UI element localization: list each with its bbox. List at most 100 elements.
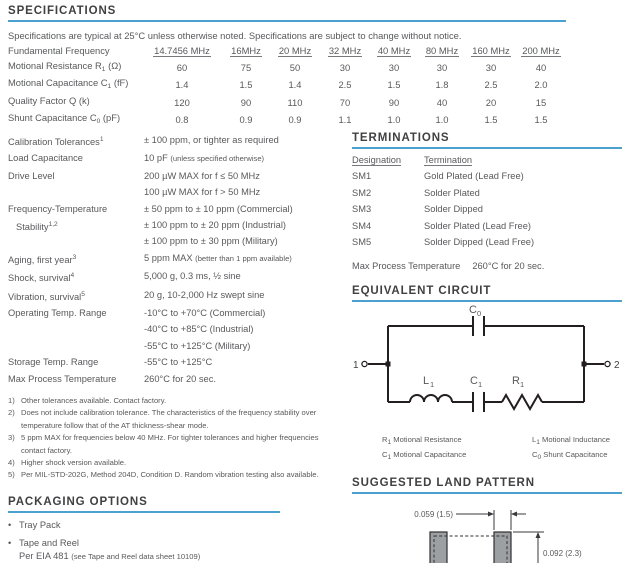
column-header: 16MHz: [230, 45, 262, 58]
l1-label: L: [423, 375, 429, 387]
column-header: 200 MHz: [521, 45, 561, 58]
max-process-temperature-line: Max Process Temperature 260°C for 20 sec.: [352, 261, 545, 272]
packaging-options-section: PACKAGING OPTIONS • Tray Pack • Tape and…: [8, 496, 344, 561]
spec-param-vibration: Vibration, survival5 20 g, 10-2,000 Hz s…: [8, 289, 265, 302]
table-row: Quality Factor Q (k) 120 90 110 70 90 40…: [8, 93, 566, 110]
cell-value: 110: [287, 96, 303, 108]
row-label: Shunt Capacitance C0 (pF): [8, 111, 121, 125]
cell-value: 50: [289, 62, 301, 74]
svg-text:1: 1: [430, 380, 434, 389]
table-row: Motional Resistance R1 (Ω) 60 75 50 30 3…: [8, 58, 566, 75]
column-header: 160 MHz: [471, 45, 511, 58]
circuit-legend: R1 Motional Resistance L1 Motional Induc…: [352, 434, 622, 463]
column-header: 32 MHz: [327, 45, 363, 58]
table-row: Motional Capacitance C1 (fF) 1.4 1.5 1.4…: [8, 75, 566, 92]
table-row: SM3 Solder Dipped: [352, 204, 483, 215]
land-pattern-section: SUGGESTED LAND PATTERN: [352, 477, 622, 563]
land-pattern-diagram: 0.059 (1.5) 0.092 (2.3) 0.160 (4.0) inch…: [414, 510, 582, 563]
section-rule: [352, 300, 622, 303]
legend-item: C1 Motional Capacitance: [382, 449, 467, 461]
right-pad: [493, 531, 512, 563]
svg-text:1: 1: [520, 380, 524, 389]
table-header-row: Designation Termination: [352, 154, 473, 166]
terminations-table: Designation Termination SM1 Gold Plated (…: [352, 152, 622, 250]
table-row: SM1 Gold Plated (Lead Free): [352, 171, 524, 182]
list-item: • Tray Pack: [8, 519, 61, 530]
cell-value: 1.1: [338, 113, 352, 125]
cell-value: 20: [485, 96, 497, 108]
section-rule: [8, 20, 566, 22]
section-rule: [352, 146, 622, 149]
cell-value: 1.5: [239, 79, 253, 91]
c0-label: C: [469, 304, 477, 316]
equivalent-circuit-diagram: 1 2 C 0 L 1 C 1 R 1: [353, 304, 620, 413]
cell-value: 1.8: [435, 79, 449, 91]
right-column: TERMINATIONS Designation Termination SM1…: [352, 132, 622, 563]
svg-text:0: 0: [477, 309, 481, 318]
terminations-title: TERMINATIONS: [352, 131, 450, 144]
list-item: • Tape and Reel: [8, 537, 79, 548]
table-row: Shunt Capacitance C0 (pF) 0.8 0.9 0.9 1.…: [8, 110, 566, 127]
specifications-section: SPECIFICATIONS Specifications are typica…: [8, 5, 614, 127]
table-row: SM5 Solder Dipped (Lead Free): [352, 236, 535, 247]
cell-value: 2.5: [484, 79, 498, 91]
cell-value: 1.0: [387, 113, 401, 125]
cell-value: 1.5: [484, 113, 498, 125]
cell-value: 40: [436, 96, 448, 108]
cell-value: 2.5: [338, 79, 352, 91]
cell-value: 90: [240, 96, 252, 108]
spec-param-aging: Aging, first year3 5 ppm MAX (better tha…: [8, 252, 292, 265]
cell-value: 70: [339, 96, 351, 108]
bullet-icon: •: [8, 537, 12, 548]
svg-text:1: 1: [478, 380, 482, 389]
cell-value: 1.4: [175, 79, 189, 91]
cell-value: 0.9: [288, 113, 302, 125]
column-header: 80 MHz: [424, 45, 460, 58]
equivalent-circuit-title: EQUIVALENT CIRCUIT: [352, 285, 492, 298]
legend-item: C0 Shunt Capacitance: [532, 449, 608, 461]
row-label: Quality Factor Q (k): [8, 94, 90, 106]
c1-label: C: [470, 375, 478, 387]
spec-param-load-capacitance: Load Capacitance 10 pF (unless specified…: [8, 153, 265, 164]
terminal-node-icon: [604, 361, 611, 368]
footnote: 2) Does not include calibration tolerance…: [8, 408, 317, 430]
legend-item: L1 Motional Inductance: [532, 435, 610, 447]
component-outline-dashed: [433, 535, 508, 563]
column-header: 14.7456 MHz: [153, 45, 211, 58]
land-pattern-title: SUGGESTED LAND PATTERN: [352, 477, 535, 490]
cell-value: 1.0: [435, 113, 449, 125]
table-row: SM2 Solder Plated: [352, 187, 480, 198]
footnote: 4) Higher shock version available.: [8, 458, 127, 468]
pad-width-dimension: 0.059 (1.5): [414, 510, 453, 519]
cell-value: 2.0: [534, 79, 548, 91]
terminal-2-label: 2: [614, 360, 620, 371]
section-rule: [8, 510, 280, 513]
junction-dot-icon: [581, 361, 587, 367]
column-header: 40 MHz: [376, 45, 412, 58]
footnote: 5) Per MIL-STD-202G, Method 204D, Conditi…: [8, 470, 319, 480]
cell-value: 60: [176, 62, 188, 74]
cell-value: 15: [535, 96, 547, 108]
specs-intro-text: Specifications are typical at 25°C unles…: [8, 30, 462, 41]
spec-param-operating-temp: Operating Temp. Range -10°C to +70°C (Co…: [8, 308, 266, 351]
footnote: 1) Other tolerances available. Contact fa…: [8, 396, 167, 406]
arrow-right-icon: [488, 511, 494, 517]
row-label: Motional Capacitance C1 (fF): [8, 77, 129, 91]
cell-value: 1.5: [387, 79, 401, 91]
spec-param-drive-level: Drive Level 200 µW MAX for f ≤ 50 MHz 10…: [8, 170, 261, 198]
footnote: 3) 5 ppm MAX for frequencies below 40 MHz…: [8, 433, 319, 455]
terminal-node-icon: [361, 361, 368, 368]
arrow-left-icon: [511, 511, 517, 517]
r1-label: R: [512, 375, 520, 387]
specifications-title: SPECIFICATIONS: [8, 5, 117, 17]
cell-value: 75: [240, 62, 252, 74]
cell-value: 30: [485, 62, 497, 74]
cell-value: 30: [436, 62, 448, 74]
pad-height-dimension: 0.092 (2.3): [543, 549, 582, 558]
left-column: Calibration Tolerances1 ± 100 ppm, or ti…: [8, 132, 344, 563]
cell-value: 1.5: [534, 113, 548, 125]
cell-value: 1.4: [288, 79, 302, 91]
junction-dot-icon: [385, 361, 391, 367]
cell-value: 30: [388, 62, 400, 74]
